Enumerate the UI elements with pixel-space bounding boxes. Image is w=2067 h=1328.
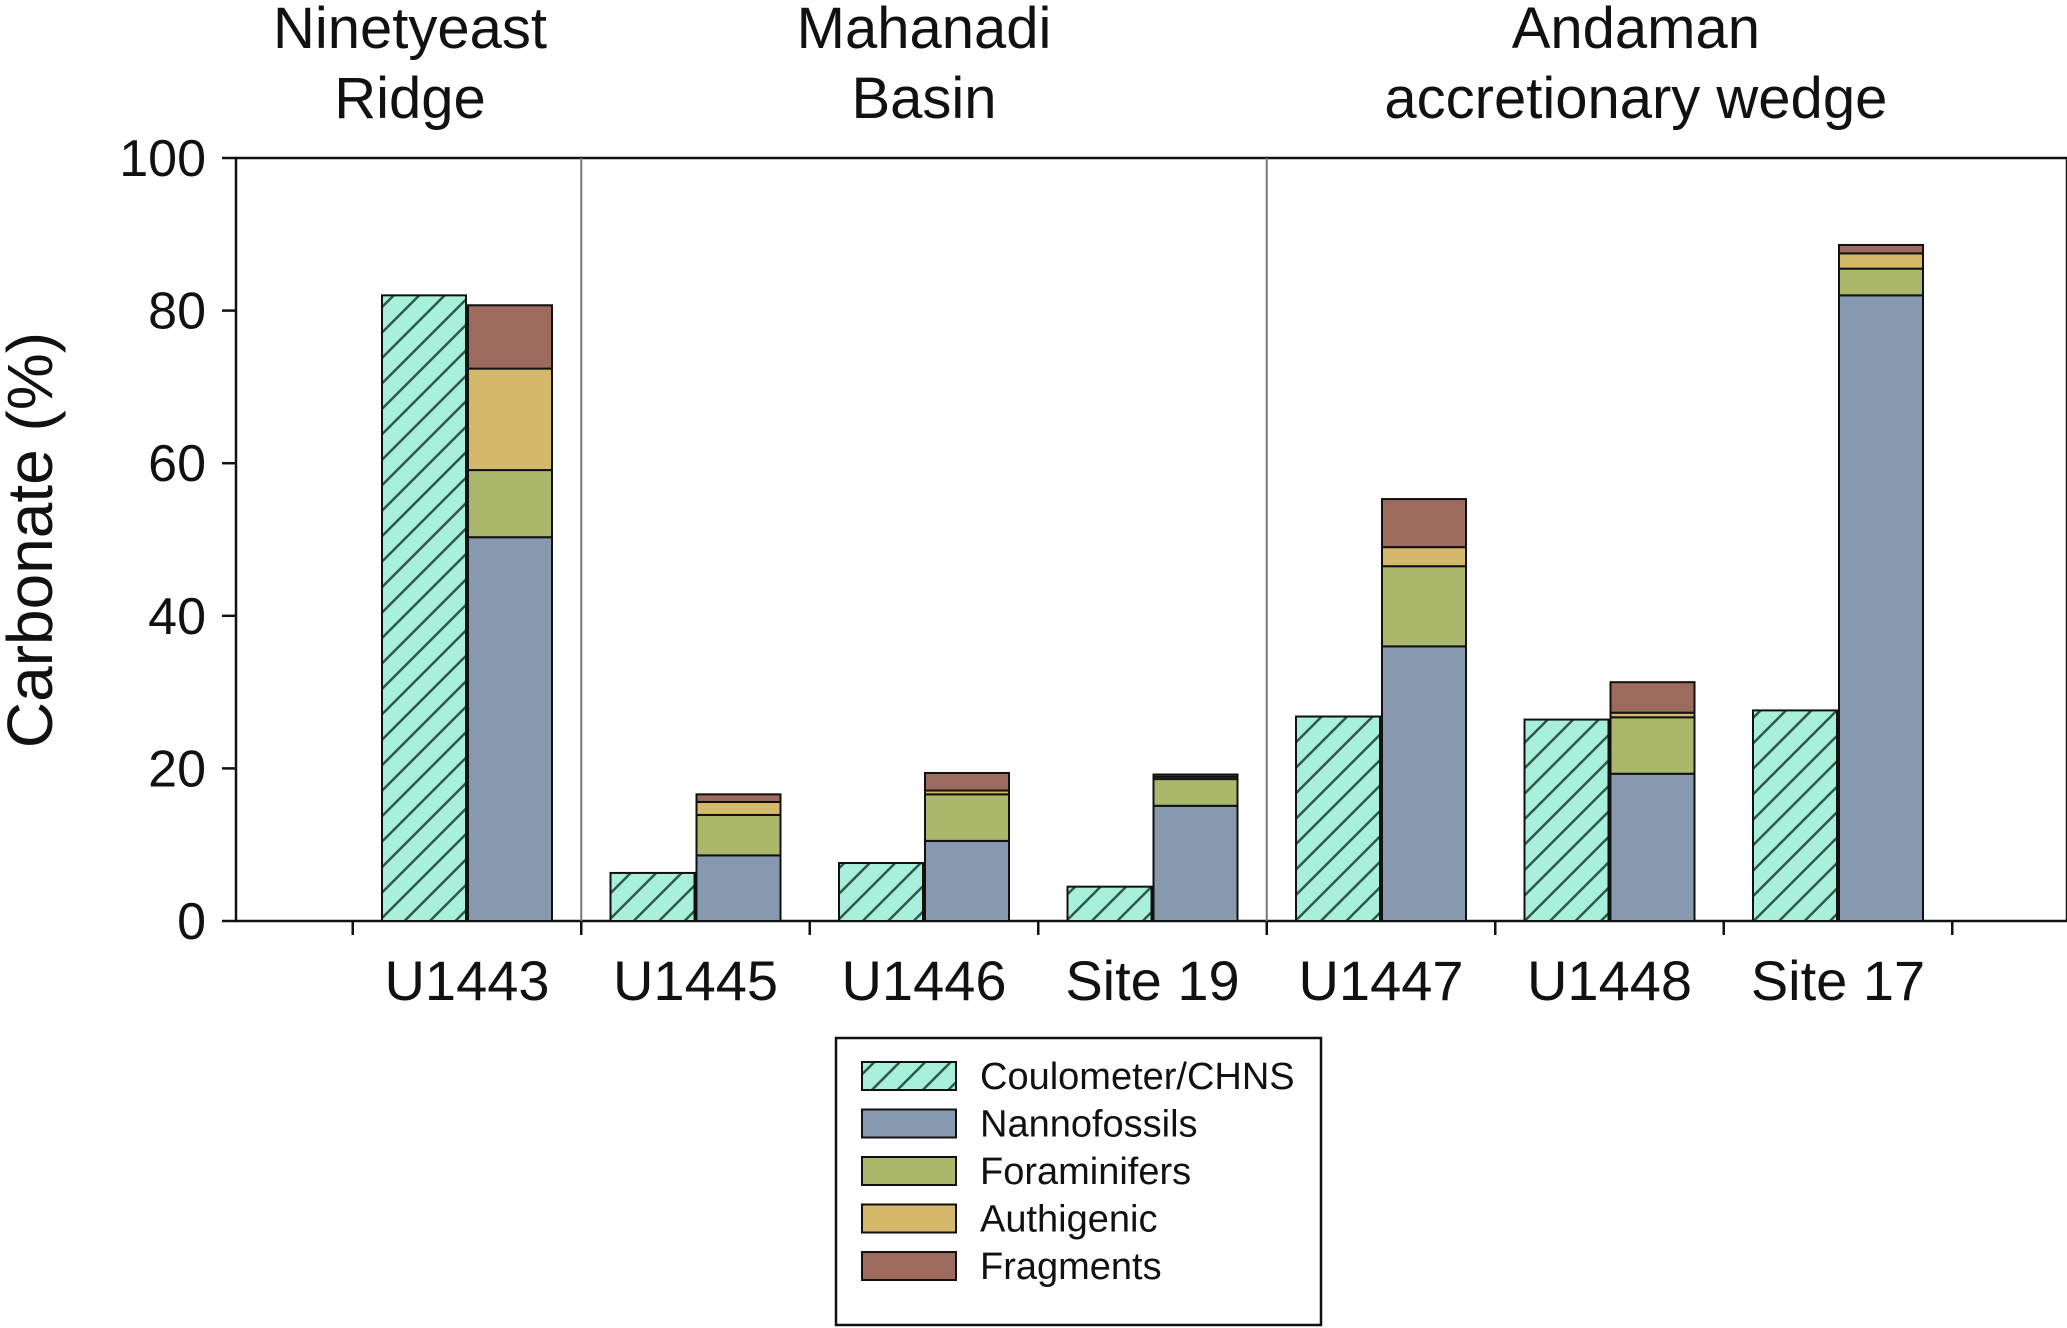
bar-nannofossils [1838,294,1924,922]
region-label: Ridge [334,66,486,131]
bar-foraminifers [695,813,782,857]
region-separators [580,158,1268,921]
legend-label: Nannofossils [980,1104,1198,1146]
x-tick-label: U1443 [384,949,549,1012]
region-label: Basin [851,66,996,131]
y-tick-label: 20 [148,740,206,798]
bar-nannofossils [1152,804,1239,922]
x-axis: U1443 U1445 U1446 Site 19 U1447 U1448 Site 17 [351,921,1954,1012]
legend-label: Foraminifers [980,1151,1191,1193]
x-tick-label: U1445 [613,949,778,1012]
x-tick-label: U1447 [1298,949,1463,1012]
bar-fragments [1609,681,1696,714]
y-tick-label: 80 [148,283,206,341]
legend-label: Fragments [980,1246,1162,1288]
bar-foraminifers [467,469,553,539]
bar-authigenic [695,800,782,816]
y-axis-label: Carbonate (%) [0,332,66,748]
legend: Coulometer/CHNS Nannofossils Foraminifers A… [834,1036,1323,1327]
bar-foraminifers [924,793,1010,842]
region-label: Ninetyeast [273,0,547,61]
y-axis: 0 20 40 60 80 100 [119,130,236,951]
bar-fragments [467,304,553,370]
legend-swatch [861,1061,957,1091]
x-tick-label: U1446 [841,949,1006,1012]
bar-foraminifers [1609,716,1696,775]
bar-authigenic [1838,252,1924,270]
bar-foraminifers [1838,267,1924,297]
legend-label: Coulometer/CHNS [980,1056,1295,1098]
bar-fragments [1381,498,1467,549]
legend-swatch [861,1108,957,1139]
bar-nannofossils [1609,772,1696,923]
bar-coulometer-chns [1066,885,1153,922]
y-tick-label: 60 [148,435,206,493]
bar-nannofossils [695,854,782,923]
bar-coulometer-chns [609,871,696,923]
bar-fragments [924,771,1010,792]
bar-fragments [1838,243,1924,255]
x-tick-label: Site 19 [1065,949,1239,1012]
bar-fragments [1152,773,1239,778]
bars [381,243,1924,923]
bar-coulometer-chns [1523,718,1610,922]
region-label: Mahanadi [797,0,1052,61]
legend-swatch [861,1203,957,1234]
legend-swatch [861,1156,957,1186]
bar-foraminifers [1152,778,1239,807]
y-tick-label: 0 [177,893,206,951]
legend-label: Authigenic [980,1199,1157,1241]
y-tick-label: 100 [119,130,206,188]
bar-coulometer-chns [1295,715,1381,922]
region-label: accretionary wedge [1384,66,1887,131]
x-tick-label: U1448 [1527,949,1692,1012]
bar-nannofossils [924,839,1010,923]
legend-swatch [861,1251,957,1281]
region-label: Andaman [1512,0,1760,61]
bar-nannofossils [467,536,553,922]
bar-nannofossils [1381,645,1467,922]
bar-coulometer-chns [1752,709,1838,922]
bar-coulometer-chns [838,862,924,923]
bar-authigenic [467,367,553,472]
bar-fragments [695,793,782,803]
bar-foraminifers [1381,565,1467,648]
bar-authigenic [1381,546,1467,568]
bar-coulometer-chns [381,294,467,922]
x-tick-label: Site 17 [1751,949,1925,1012]
y-tick-label: 40 [148,588,206,646]
